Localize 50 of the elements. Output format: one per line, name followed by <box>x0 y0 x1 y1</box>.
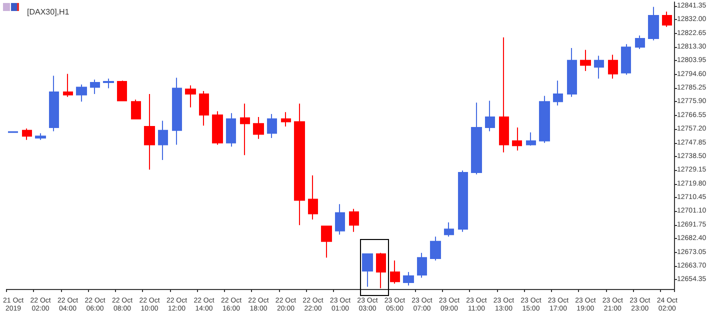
candlestick <box>335 204 345 236</box>
candlestick <box>8 130 18 134</box>
text: [DAX30],H1 <box>27 8 70 16</box>
candlestick <box>131 99 141 120</box>
candlestick <box>281 112 291 127</box>
candlestick <box>226 112 236 148</box>
candlestick <box>608 54 618 80</box>
candlestick <box>403 272 414 286</box>
candlestick <box>117 80 127 102</box>
candlestick <box>539 95 550 144</box>
candlestick <box>526 132 536 146</box>
candlestick <box>499 36 509 153</box>
candlestick <box>485 100 495 132</box>
candlestick <box>362 253 373 288</box>
candlestick <box>144 93 155 170</box>
candlestick <box>90 79 100 94</box>
candlestick <box>553 80 563 106</box>
candlestick <box>308 174 318 220</box>
candlestick <box>321 226 332 258</box>
candlestick <box>444 222 454 238</box>
candlestick <box>349 208 359 232</box>
candlestick <box>240 103 250 156</box>
candlestick <box>430 236 441 261</box>
candlestick <box>594 55 604 80</box>
candlestick <box>635 35 645 50</box>
candlestick <box>185 84 196 108</box>
candlestick <box>580 49 591 72</box>
candlestick <box>512 126 522 151</box>
candlestick <box>76 84 87 102</box>
candlestick <box>471 102 482 175</box>
candlestick <box>390 260 400 284</box>
candlestick <box>103 78 114 89</box>
candlestick <box>417 252 427 278</box>
candlestick <box>376 252 386 289</box>
candlestick <box>199 90 209 126</box>
candlestick <box>35 132 46 140</box>
candlestick <box>49 75 59 132</box>
candlestick <box>648 6 659 41</box>
candlestick <box>458 170 468 232</box>
candlestick <box>253 116 264 140</box>
candlestick <box>567 47 577 98</box>
candlestick <box>294 103 305 226</box>
candlestick <box>267 114 277 139</box>
candlestick <box>172 77 182 146</box>
candlestick <box>63 73 73 98</box>
candlestick <box>22 128 32 140</box>
candlestick <box>662 11 672 28</box>
candlestick <box>621 44 631 76</box>
candlestick <box>158 120 168 160</box>
candlestick <box>212 110 223 146</box>
